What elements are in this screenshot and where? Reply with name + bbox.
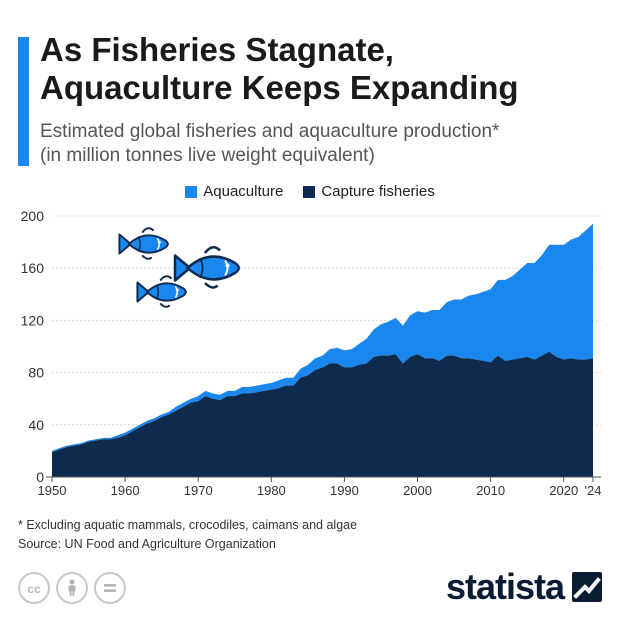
fish-body (185, 255, 240, 281)
chart-legend: Aquaculture Capture fisheries (0, 183, 620, 200)
legend-label-capture: Capture fisheries (321, 183, 435, 200)
fish-gill (137, 236, 142, 252)
axes: 0 40 80 120 160 200 1950 1960 1970 1980 1990 2000 20… (21, 208, 602, 498)
y-tick-label: 120 (21, 312, 45, 328)
license-icons: cc (18, 572, 126, 604)
x-tick-label: 1980 (257, 483, 286, 498)
x-tick-label: 2020 (549, 483, 578, 498)
fish-fin (159, 275, 173, 282)
x-tick-label-last: '24 (585, 483, 602, 498)
y-tick-label: 160 (21, 260, 45, 276)
fish-fin (159, 302, 171, 308)
fish-tail (118, 233, 132, 255)
x-tick-label: 2010 (476, 483, 505, 498)
y-tick-label: 200 (21, 208, 45, 224)
cc-icon[interactable]: cc (18, 572, 50, 604)
brand-name: statista (445, 566, 565, 607)
fish-icon (136, 275, 187, 308)
fish-eye (225, 263, 230, 268)
area-aquaculture (52, 223, 593, 453)
footnote-source: Source: UN Food and Agriculture Organiza… (18, 537, 276, 551)
footnote: * Excluding aquatic mammals, crocodiles,… (18, 516, 357, 554)
y-tick-label: 80 (28, 365, 44, 381)
fish-body (127, 234, 169, 254)
area-capture-fisheries (52, 351, 593, 477)
fish-tail (173, 254, 192, 282)
fish-fin (204, 282, 219, 289)
fish-tail (136, 281, 150, 303)
legend-label-aquaculture: Aquaculture (203, 183, 284, 200)
x-tick-label: 1990 (330, 483, 359, 498)
subtitle-line-1: Estimated global fisheries and aquacultu… (40, 121, 500, 142)
footnote-exclusion: * Excluding aquatic mammals, crocodiles,… (18, 518, 358, 532)
fish-gill (155, 284, 160, 300)
equals-icon[interactable] (94, 572, 126, 604)
legend-swatch-capture (303, 185, 316, 198)
y-tick-label: 0 (36, 469, 44, 485)
title-line-2: Aquaculture Keeps Expanding (40, 69, 519, 106)
fish-icon (173, 246, 240, 289)
area-series (52, 223, 593, 477)
statista-mark-icon (572, 572, 602, 602)
statista-logo[interactable]: statista (446, 566, 602, 608)
legend-swatch-aquaculture (185, 185, 198, 198)
x-tick-label: 1950 (38, 483, 67, 498)
fish-fin (204, 246, 221, 254)
accent-bar (18, 37, 29, 166)
page-title: As Fisheries Stagnate, Aquaculture Keeps… (40, 31, 610, 107)
fish-icon (118, 227, 169, 260)
y-tick-label: 40 (28, 417, 44, 433)
fish-mouth (174, 285, 179, 299)
fish-gill (199, 257, 204, 279)
x-tick-label: 1960 (111, 483, 140, 498)
x-tick-label: 1970 (184, 483, 213, 498)
subtitle-line-2: (in million tonnes live weight equivalen… (40, 145, 375, 166)
stacked-area-chart: 0 40 80 120 160 200 1950 1960 1970 1980 1990 2000 20… (21, 208, 602, 498)
fish-eye (175, 288, 179, 292)
fish-mouth (224, 259, 229, 277)
fish-mouth (156, 237, 161, 251)
x-tick-label: 2000 (403, 483, 432, 498)
fish-illustrations (118, 227, 240, 308)
fish-body (145, 282, 187, 302)
fish-eye (157, 240, 161, 244)
page-subtitle: Estimated global fisheries and aquacultu… (40, 120, 610, 168)
fish-fin (141, 254, 153, 260)
svg-text:cc: cc (27, 582, 41, 595)
fish-fin (141, 227, 155, 234)
legend-item-aquaculture: Aquaculture (185, 183, 283, 200)
title-line-1: As Fisheries Stagnate, (40, 31, 394, 68)
legend-item-capture: Capture fisheries (303, 183, 435, 200)
person-icon[interactable] (56, 572, 88, 604)
